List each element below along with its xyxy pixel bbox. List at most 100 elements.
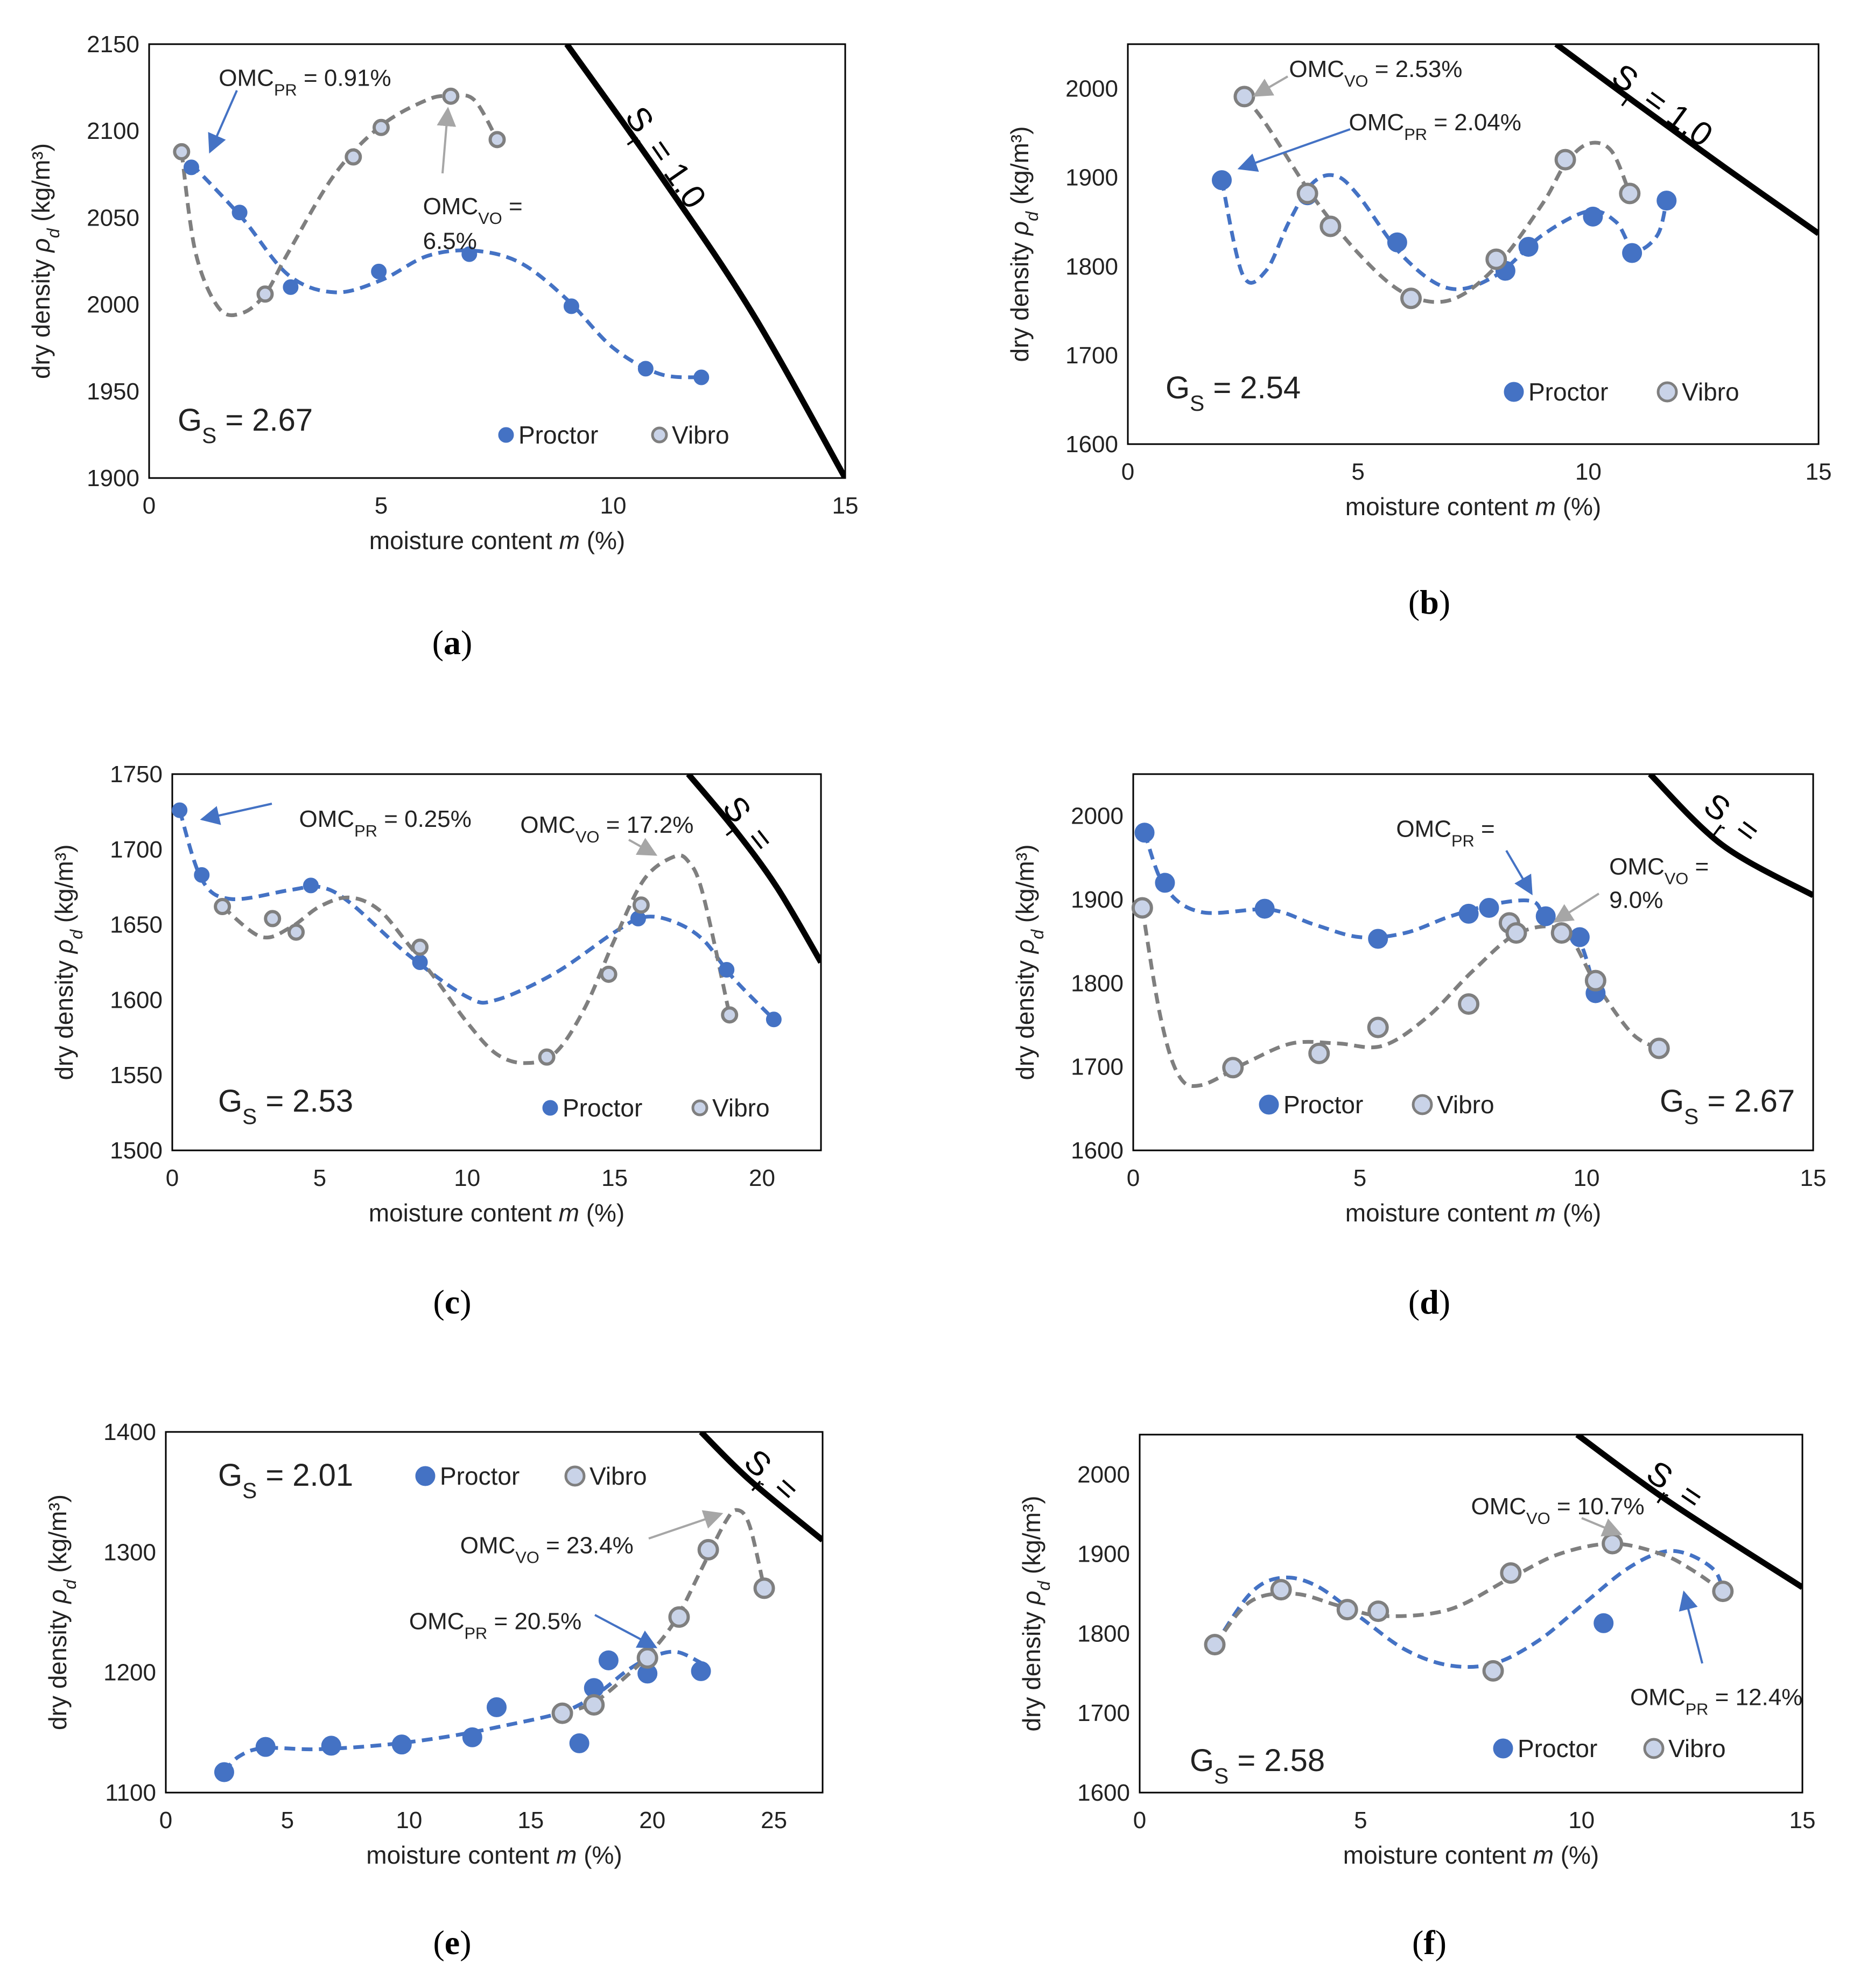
plot-frame (165, 1431, 824, 1794)
data-point-proctor (1479, 898, 1499, 918)
legend-marker-vibro (1643, 1738, 1665, 1759)
data-point-proctor (283, 279, 299, 295)
x-tick-label: 5 (313, 1165, 326, 1191)
data-point-proctor (487, 1697, 507, 1717)
y-axis-title: dry density ρd (kg/m³) (27, 143, 63, 379)
data-point-proctor (194, 867, 210, 883)
data-point-proctor (1368, 929, 1388, 949)
data-point-proctor (1254, 898, 1275, 919)
y-tick-label: 2000 (1077, 1462, 1130, 1488)
y-tick-label: 1650 (110, 912, 163, 938)
legend-marker-vibro (691, 1099, 708, 1116)
data-point-vibro (632, 896, 650, 914)
data-point-vibro (551, 1702, 573, 1724)
plot-frame (1139, 1434, 1803, 1794)
data-point-proctor (719, 961, 735, 978)
annotation-label: OMCPR = (1396, 816, 1494, 851)
saturation-label: Sr = 1.0 (1599, 57, 1719, 163)
data-point-vibro (1204, 1634, 1226, 1656)
data-point-vibro (173, 143, 191, 160)
data-point-proctor (637, 361, 654, 377)
x-tick-label: 10 (600, 493, 627, 519)
annotation-label: OMCPR = 12.4% (1630, 1684, 1802, 1718)
legend-label-proctor: Proctor (440, 1462, 520, 1490)
data-point-vibro (214, 898, 231, 916)
data-point-vibro (1233, 86, 1255, 108)
data-point-vibro (411, 938, 429, 956)
x-tick-label: 15 (1806, 459, 1832, 485)
legend-label-vibro: Vibro (1682, 378, 1739, 406)
data-point-vibro (1602, 1533, 1624, 1555)
annotation-arrow (628, 838, 658, 856)
data-point-vibro (721, 1006, 739, 1024)
y-tick-label: 1550 (110, 1062, 163, 1088)
data-point-proctor (1155, 873, 1175, 893)
data-point-proctor (172, 802, 188, 818)
y-tick-label: 2000 (87, 292, 139, 318)
fit-curve-proctor (189, 163, 702, 380)
data-point-vibro (583, 1694, 605, 1716)
y-tick-label: 1800 (1071, 970, 1124, 996)
data-point-vibro (1296, 182, 1318, 205)
data-point-proctor (303, 877, 319, 894)
annotation-arrow (1581, 1517, 1623, 1537)
specific-gravity-label: GS = 2.67 (1660, 1084, 1795, 1129)
fit-curve-proctor (1142, 832, 1598, 994)
y-tick-label: 1700 (110, 837, 163, 863)
data-point-proctor (1583, 206, 1603, 227)
specific-gravity-label: GS = 2.67 (178, 403, 313, 448)
saturation-label: Sr = (707, 789, 781, 865)
annotation-label: OMCPR = 20.5% (409, 1608, 581, 1642)
y-tick-label: 1800 (1065, 254, 1118, 280)
x-tick-label: 0 (159, 1807, 172, 1834)
annotation-label: OMCPR = 0.25% (299, 806, 472, 840)
data-point-vibro (442, 87, 460, 105)
data-point-proctor (1134, 823, 1155, 843)
data-point-vibro (1619, 182, 1641, 205)
x-tick-label: 0 (143, 493, 156, 519)
y-tick-label: 1800 (1077, 1620, 1130, 1647)
legend-label-proctor: Proctor (1528, 378, 1608, 406)
data-point-vibro (1485, 248, 1507, 270)
x-tick-label: 0 (1133, 1807, 1146, 1834)
data-point-vibro (373, 118, 390, 136)
data-point-proctor (391, 1734, 412, 1755)
saturation-label: Sr = (730, 1442, 806, 1517)
data-point-vibro (1458, 993, 1480, 1015)
saturation-label: Sr = (1634, 1453, 1709, 1526)
x-tick-label: 10 (1568, 1807, 1595, 1834)
chart-panel-e: 0 5 10 15 20 25 1100 1200 1300 1400 moisture conte… (44, 1419, 824, 1962)
data-point-vibro (1584, 970, 1606, 992)
fit-curve-vibro (1140, 907, 1660, 1088)
legend-marker-proctor (498, 427, 514, 443)
data-point-proctor (569, 1733, 589, 1753)
y-tick-label: 1700 (1071, 1054, 1124, 1080)
y-tick-label: 2150 (87, 31, 139, 58)
y-tick-label: 1700 (1065, 342, 1118, 369)
data-point-proctor (1594, 1613, 1614, 1633)
y-tick-label: 1500 (110, 1137, 163, 1164)
legend-label-proctor: Proctor (1518, 1734, 1597, 1762)
data-point-proctor (231, 205, 248, 221)
annotation-arrow (594, 1614, 658, 1648)
y-tick-label: 1950 (87, 378, 139, 405)
legend-label-vibro: Vibro (672, 421, 729, 449)
data-point-proctor (691, 1661, 711, 1681)
legend-marker-vibro (1412, 1094, 1433, 1115)
data-point-vibro (600, 965, 617, 983)
legend-label-proctor: Proctor (563, 1094, 642, 1122)
x-tick-label: 5 (281, 1807, 294, 1834)
x-tick-label: 0 (166, 1165, 179, 1191)
legend-label-vibro: Vibro (1437, 1091, 1494, 1119)
annotation-label: OMCVO = 2.53% (1289, 56, 1462, 90)
plot-frame (148, 43, 846, 479)
plot-frame (1127, 43, 1820, 445)
data-point-proctor (1458, 903, 1479, 924)
y-tick-label: 1900 (1077, 1541, 1130, 1568)
legend-label-proctor: Proctor (518, 421, 598, 449)
y-tick-label: 1600 (1071, 1137, 1124, 1164)
fit-curve-proctor (1213, 1549, 1725, 1669)
data-point-proctor (1387, 232, 1407, 252)
x-axis-title: moisture content m (%) (369, 526, 626, 554)
